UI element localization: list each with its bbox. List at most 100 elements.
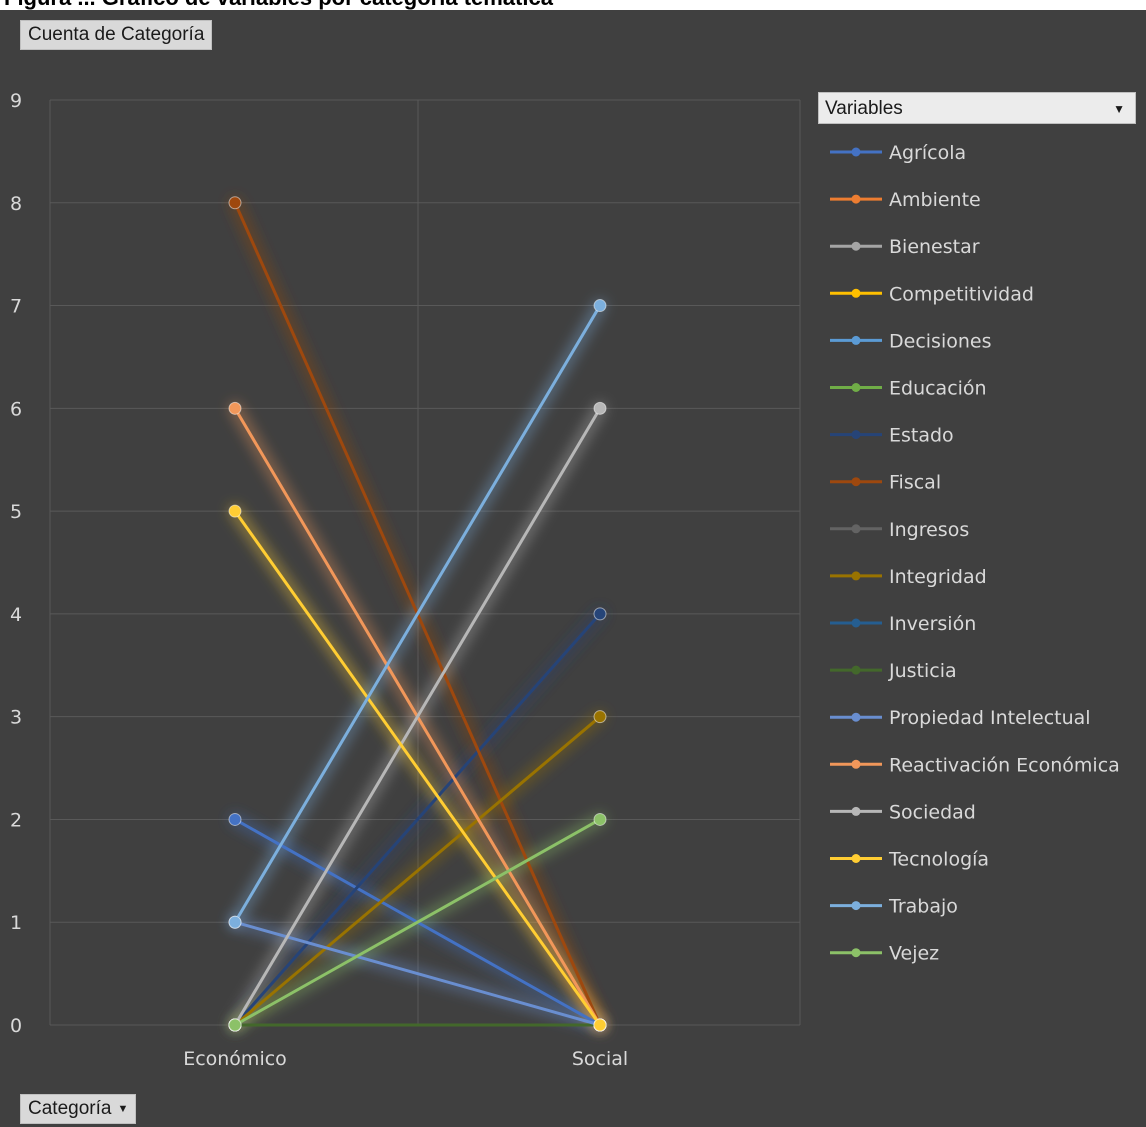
legend-label: Inversión (889, 613, 976, 635)
y-tick-label: 9 (10, 90, 22, 112)
series-tecnología (228, 504, 607, 1032)
legend-label: Decisiones (889, 330, 991, 352)
y-tick-label: 6 (10, 398, 22, 420)
axis-field-button[interactable]: Categoría ▼ (20, 1094, 137, 1124)
legend-marker (851, 854, 861, 863)
legend-item[interactable]: Reactivación Económica (830, 754, 1120, 776)
y-tick-label: 7 (10, 296, 22, 318)
series-line (233, 407, 602, 1026)
series-layer (228, 196, 607, 1032)
legend-item[interactable]: Integridad (830, 566, 987, 588)
legend-label: Trabajo (888, 896, 958, 918)
y-tick-label: 4 (10, 604, 22, 626)
data-point (593, 710, 607, 724)
legend-item[interactable]: Vejez (830, 943, 939, 965)
data-point (593, 299, 607, 313)
legend-field-label: Variables (825, 98, 903, 119)
legend-label: Bienestar (889, 236, 980, 258)
y-axis: 0 1 2 3 4 5 6 7 8 9 (10, 90, 22, 1037)
series-vejez (228, 812, 607, 1032)
data-point (228, 196, 242, 210)
x-tick-label: Económico (183, 1048, 287, 1070)
legend-marker (851, 948, 861, 958)
legend-label: Agrícola (889, 142, 966, 164)
legend-marker (851, 147, 861, 157)
data-point (593, 812, 607, 826)
legend-marker (851, 288, 861, 298)
series-line (233, 612, 602, 1026)
legend-marker (851, 806, 861, 816)
legend-label: Ingresos (889, 519, 969, 541)
data-point (228, 915, 242, 929)
y-tick-label: 2 (10, 809, 22, 831)
legend-item[interactable]: Estado (830, 425, 954, 447)
legend-label: Propiedad Intelectual (889, 707, 1091, 729)
series-line (234, 715, 601, 1027)
data-point (593, 1018, 607, 1032)
x-axis: Económico Social (183, 1048, 628, 1070)
legend-item[interactable]: Decisiones (830, 330, 991, 352)
legend-marker (851, 430, 861, 440)
series-trabajo (228, 299, 607, 929)
data-point (593, 607, 607, 621)
legend-marker (851, 335, 861, 345)
legend-marker (851, 383, 861, 392)
chart-grid (49, 99, 801, 1026)
legend-label: Competitividad (889, 283, 1034, 305)
y-tick-label: 3 (10, 707, 22, 729)
legend-label: Justicia (888, 660, 957, 682)
legend-marker (851, 618, 861, 628)
legend-label: Vejez (889, 943, 939, 965)
legend-item[interactable]: Justicia (830, 660, 957, 682)
legend-item[interactable]: Fiscal (830, 472, 941, 494)
data-point (228, 812, 242, 826)
legend-item[interactable]: Competitividad (830, 283, 1034, 305)
series-line (233, 304, 602, 923)
y-tick-label: 1 (10, 912, 22, 934)
legend-label: Reactivación Económica (889, 754, 1120, 776)
legend-label: Educación (889, 378, 987, 400)
data-point (228, 504, 242, 518)
legend-marker (851, 524, 861, 534)
legend-marker (851, 665, 861, 675)
y-tick-label: 0 (10, 1015, 22, 1037)
legend-label: Ambiente (889, 189, 981, 211)
legend-item[interactable]: Trabajo (830, 896, 958, 918)
legend-label: Fiscal (889, 472, 941, 494)
dropdown-arrow-icon: ▼ (1113, 102, 1125, 116)
legend-marker (851, 194, 861, 204)
legend-label: Estado (889, 425, 954, 447)
legend-item[interactable]: Ingresos (830, 519, 969, 541)
legend-marker (851, 241, 861, 251)
dropdown-arrow-icon: ▼ (117, 1103, 129, 1115)
legend-item[interactable]: Sociedad (830, 801, 976, 823)
axis-field-label: Categoría (28, 1098, 112, 1119)
legend-item[interactable]: Bienestar (830, 236, 980, 258)
data-point (228, 1018, 242, 1032)
value-field-label: Cuenta de Categoría (28, 24, 205, 45)
series-line (234, 920, 601, 1027)
value-field-button[interactable]: Cuenta de Categoría (20, 20, 213, 50)
legend-item[interactable]: Ambiente (830, 189, 981, 211)
data-point (228, 401, 242, 415)
legend-item[interactable]: Tecnología (830, 849, 989, 871)
legend-marker (851, 571, 861, 581)
legend-label: Sociedad (889, 801, 976, 823)
x-tick-label: Social (572, 1048, 628, 1070)
legend-label: Tecnología (888, 849, 989, 871)
legend-item[interactable]: Educación (830, 378, 987, 400)
legend-marker (851, 477, 861, 487)
series-line (234, 818, 601, 1027)
legend-item[interactable]: Inversión (830, 613, 976, 635)
legend-marker (851, 712, 861, 722)
figure-caption-text: Figura ... Gráfico de variables por cate… (4, 0, 553, 10)
series-line (233, 510, 602, 1026)
legend[interactable]: Agrícola Ambiente Bienestar Competitividad D… (830, 142, 1120, 965)
y-tick-label: 8 (10, 193, 22, 215)
legend-label: Integridad (889, 566, 987, 588)
legend-item[interactable]: Agrícola (830, 142, 966, 164)
legend-field-button[interactable]: Variables ▼ (818, 92, 1136, 124)
legend-item[interactable]: Propiedad Intelectual (830, 707, 1091, 729)
y-tick-label: 5 (10, 501, 22, 523)
